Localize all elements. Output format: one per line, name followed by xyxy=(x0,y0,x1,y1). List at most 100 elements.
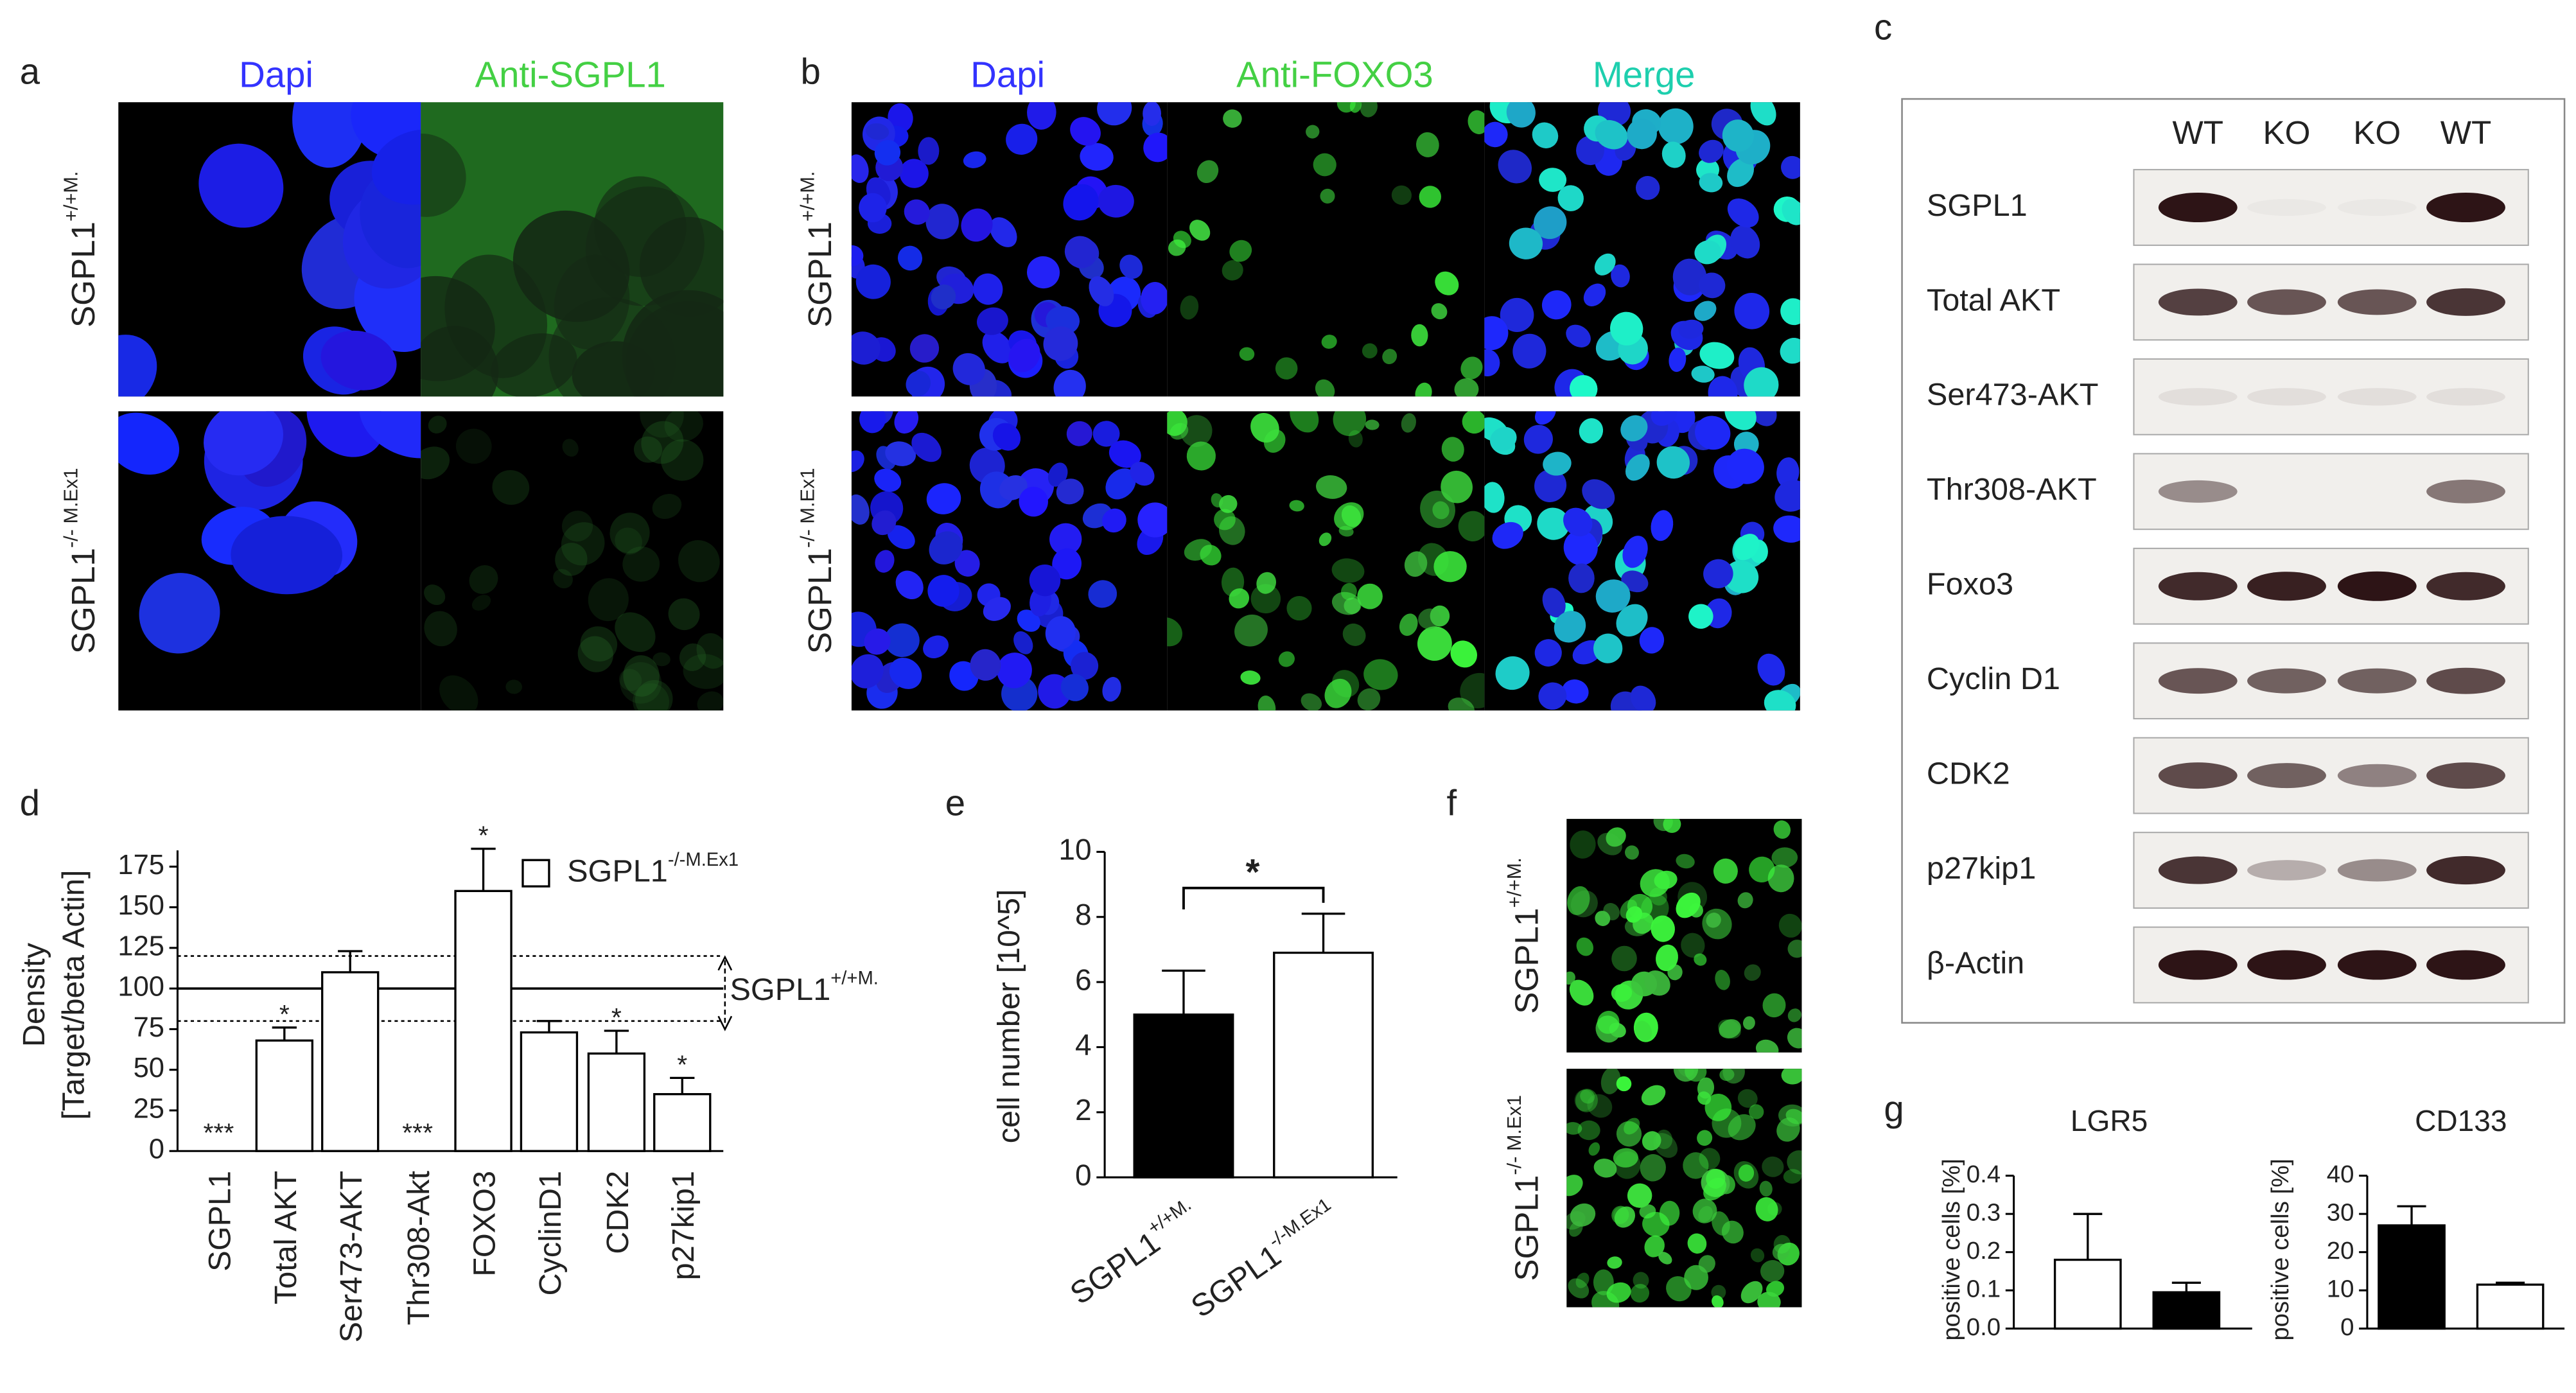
blot-strip xyxy=(2133,358,2529,435)
cell xyxy=(1173,231,1191,249)
cell xyxy=(1092,421,1120,447)
y-axis-label: positive cells [%] xyxy=(1938,1159,1965,1341)
cell xyxy=(1219,495,1238,513)
cell xyxy=(622,546,660,582)
protein-label: CDK2 xyxy=(1927,756,2010,791)
cell xyxy=(1250,584,1281,614)
cell xyxy=(1691,365,1715,383)
cell xyxy=(1047,462,1068,487)
micrograph xyxy=(118,411,421,711)
cell xyxy=(1712,1295,1724,1308)
cell xyxy=(1419,186,1442,208)
blot-band xyxy=(2158,192,2238,223)
legend-swatch xyxy=(521,859,550,888)
cell xyxy=(1685,1069,1707,1082)
label-sup: +/+M. xyxy=(796,171,818,221)
cell xyxy=(1362,343,1378,359)
cell xyxy=(1749,856,1775,882)
blot-band xyxy=(2426,479,2505,504)
cell xyxy=(1313,153,1336,177)
cell xyxy=(1543,451,1572,476)
cell xyxy=(1554,611,1586,643)
cell xyxy=(1186,441,1216,471)
blot-band xyxy=(2247,199,2326,216)
label-sup: +/+M. xyxy=(830,968,879,988)
cell xyxy=(1624,918,1649,936)
cell xyxy=(1699,272,1726,299)
cell xyxy=(1762,993,1786,1018)
cell xyxy=(118,335,157,397)
error-bar xyxy=(604,1029,629,1054)
cell xyxy=(909,334,940,363)
cell xyxy=(1757,1292,1781,1308)
cell xyxy=(1606,827,1626,847)
cell xyxy=(1415,382,1432,397)
cell xyxy=(1633,1012,1658,1042)
cell xyxy=(1342,623,1366,646)
cell xyxy=(1458,511,1485,541)
cell xyxy=(1737,1089,1758,1108)
panel-label: e xyxy=(945,783,965,823)
panel-label: a xyxy=(20,51,40,92)
cell xyxy=(970,649,1001,681)
cell xyxy=(889,658,922,689)
cell xyxy=(1733,534,1760,561)
lane-label: KO xyxy=(2263,114,2311,151)
cell xyxy=(1630,1284,1650,1303)
cell xyxy=(1180,295,1199,320)
label-sup: -/-M.Ex1 xyxy=(668,850,739,870)
cell xyxy=(1143,102,1161,127)
cell xyxy=(1713,858,1738,884)
cell xyxy=(1595,911,1611,926)
significance-marker: * xyxy=(279,999,290,1029)
bar xyxy=(454,889,513,1152)
cell xyxy=(1575,1089,1598,1112)
cell xyxy=(1595,579,1631,613)
blot-band xyxy=(2338,199,2417,216)
cell xyxy=(887,525,915,550)
cell xyxy=(577,636,613,672)
panel-label: g xyxy=(1884,1089,1904,1129)
cell xyxy=(888,103,913,133)
y-axis-label: cell number [10^5] xyxy=(992,889,1026,1143)
blot-band xyxy=(2426,667,2505,694)
cell xyxy=(925,204,959,240)
cell xyxy=(668,598,700,631)
label-sup: -/- M.Ex1 xyxy=(60,468,82,548)
label-sup: -/- M.Ex1 xyxy=(796,468,818,548)
blot-frame xyxy=(1901,98,2566,1024)
cell xyxy=(1582,479,1615,509)
row-label: SGPL1-/- M.Ex1 xyxy=(1503,1095,1545,1281)
cell xyxy=(954,550,980,577)
cell xyxy=(1742,1016,1755,1030)
cell xyxy=(1744,964,1761,981)
y-tick-label: 6 xyxy=(1075,963,1092,996)
label-base: SGPL1 xyxy=(1508,908,1545,1014)
x-tick-label: p27kip1 xyxy=(666,1171,701,1280)
cell xyxy=(1448,697,1475,711)
column-title: Dapi xyxy=(970,55,1045,95)
cell xyxy=(1289,500,1304,512)
y-tick-label: 30 xyxy=(2327,1198,2354,1226)
cell xyxy=(1771,847,1798,868)
cell xyxy=(1029,564,1061,597)
cell xyxy=(562,439,579,457)
cell xyxy=(1523,425,1553,454)
cell xyxy=(1509,227,1543,259)
label-base: SGPL1 xyxy=(730,972,830,1007)
cell xyxy=(661,439,704,481)
cell xyxy=(1611,264,1630,288)
cell xyxy=(1080,143,1114,171)
protein-label: Cyclin D1 xyxy=(1927,661,2060,696)
cell xyxy=(1495,656,1530,690)
label-sup: -/-M.Ex1 xyxy=(1265,1194,1335,1251)
panel-label: c xyxy=(1874,6,1892,47)
cell xyxy=(1724,411,1757,430)
label-base: SGPL1 xyxy=(567,854,668,889)
cell xyxy=(906,371,931,397)
cell xyxy=(1539,168,1567,192)
blot-band xyxy=(2426,762,2505,789)
significance-marker: * xyxy=(611,1003,622,1032)
cell xyxy=(1640,1154,1666,1182)
cell xyxy=(1654,870,1678,889)
